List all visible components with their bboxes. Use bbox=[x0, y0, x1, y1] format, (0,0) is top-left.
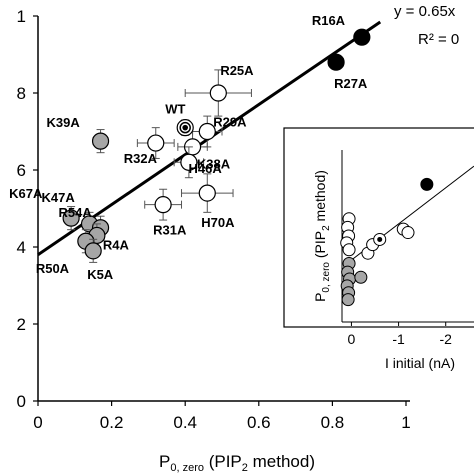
data-point bbox=[198, 122, 216, 141]
inset-y-axis-title: P0, zero (PIP2 method) bbox=[312, 170, 332, 302]
point-label: K47A bbox=[42, 190, 76, 205]
point-label: WT bbox=[165, 102, 185, 117]
data-point bbox=[353, 28, 371, 46]
point-label: R31A bbox=[153, 223, 187, 238]
y-tick-label: 2 bbox=[17, 315, 26, 334]
inset-data-point bbox=[342, 243, 356, 257]
data-point bbox=[84, 242, 102, 260]
x-tick-label: 0.6 bbox=[247, 413, 271, 432]
point-label: R27A bbox=[334, 76, 368, 91]
point-label: R54A bbox=[59, 205, 93, 220]
x-axis-title: P0, zero (PIP2 method) bbox=[159, 452, 315, 474]
point-label: H70A bbox=[201, 215, 235, 230]
data-point bbox=[180, 153, 198, 171]
inset-data-point bbox=[354, 270, 368, 284]
point-label: R4A bbox=[103, 237, 130, 252]
inset-x-axis-title: I initial (nA) bbox=[385, 355, 455, 371]
data-point-ring bbox=[179, 121, 191, 134]
x-tick-label: 0.8 bbox=[321, 413, 345, 432]
inset-data-point bbox=[401, 226, 415, 240]
fit-equation: y = 0.65x bbox=[394, 3, 456, 20]
y-tick-label: 4 bbox=[17, 238, 26, 257]
x-tick-label: 0 bbox=[33, 413, 42, 432]
point-label: R29A bbox=[213, 115, 247, 130]
fit-r-squared: R² = 0 bbox=[418, 31, 459, 48]
data-point bbox=[62, 209, 80, 227]
point-label: H46A bbox=[189, 161, 223, 176]
main-axes: 0 0.2 0.4 0.6 0.8 1 0 2 4 6 8 1 bbox=[17, 7, 411, 432]
y-tick-label: 1 bbox=[17, 7, 26, 26]
inset-data-point-center bbox=[377, 236, 383, 242]
inset-chart: 0 -1 -2 I initial (nA) P0, zero (PIP2 method… bbox=[283, 127, 474, 371]
inset-x-tick-label: 0 bbox=[348, 331, 356, 347]
point-label: R32A bbox=[124, 151, 158, 166]
y-tick-label: 8 bbox=[17, 84, 26, 103]
x-tick-label: 1 bbox=[401, 413, 410, 432]
point-label: R50A bbox=[36, 261, 70, 276]
data-point-center bbox=[182, 124, 188, 131]
inset-x-tick-label: -1 bbox=[392, 331, 405, 347]
point-label: K38A bbox=[197, 156, 231, 171]
data-point bbox=[154, 196, 172, 214]
y-tick-label: 6 bbox=[17, 161, 26, 180]
data-point bbox=[198, 184, 216, 202]
y-tick-label: 0 bbox=[17, 392, 26, 411]
point-label: K39A bbox=[47, 115, 81, 130]
point-label: K67A bbox=[9, 186, 43, 201]
data-point bbox=[147, 134, 165, 152]
point-label: R16A bbox=[312, 13, 346, 28]
x-tick-label: 0.2 bbox=[100, 413, 124, 432]
inset-x-tick-label: -2 bbox=[439, 331, 452, 347]
x-tick-label: 0.4 bbox=[173, 413, 197, 432]
data-point bbox=[91, 132, 110, 150]
x-axis-title-text: P0, zero (PIP2 method) bbox=[159, 452, 315, 474]
inset-data-point bbox=[420, 177, 434, 191]
inset-data-point bbox=[341, 293, 355, 307]
inset-frame bbox=[283, 127, 474, 328]
data-point bbox=[327, 53, 345, 71]
point-label: K5A bbox=[87, 267, 114, 282]
data-point bbox=[209, 84, 227, 102]
point-label: R25A bbox=[220, 63, 254, 78]
main-points-group bbox=[62, 28, 371, 263]
